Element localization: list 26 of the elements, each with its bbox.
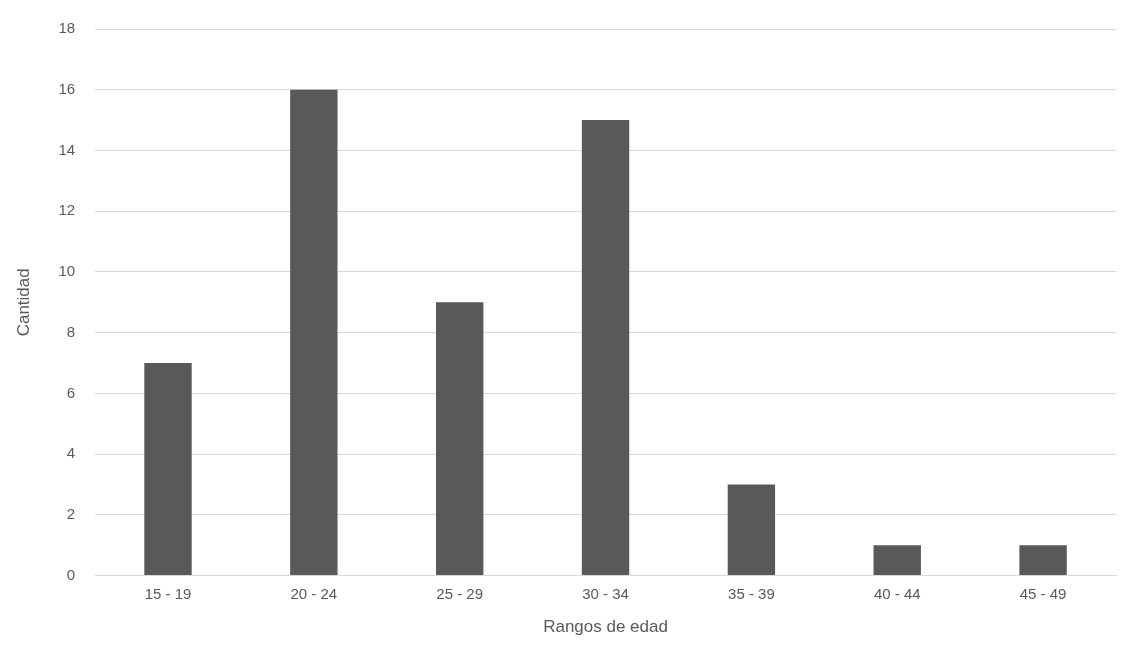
y-tick-label: 16 [58, 79, 76, 97]
x-tick-label: 25 - 29 [436, 584, 484, 602]
bar [727, 484, 776, 576]
x-tick-label: 40 - 44 [873, 584, 921, 602]
y-tick-label: 14 [58, 140, 76, 158]
x-axis-title: Rangos de edad [543, 617, 668, 637]
x-tick-label: 35 - 39 [728, 584, 775, 602]
x-tick-label: 15 - 19 [144, 584, 192, 602]
bar [873, 545, 921, 576]
y-tick-label: 2 [66, 505, 76, 523]
bar [436, 302, 484, 576]
y-tick-label: 0 [66, 565, 76, 583]
x-tick-label: 30 - 34 [582, 584, 629, 602]
y-tick-label: 8 [66, 322, 76, 340]
y-tick-label: 12 [58, 201, 76, 219]
y-tick-label: 6 [66, 383, 76, 401]
y-axis-title: Cantidad [13, 268, 33, 337]
y-tick-label: 10 [58, 262, 76, 280]
x-tick-label: 45 - 49 [1019, 584, 1067, 602]
bar [290, 89, 338, 576]
y-tick-label: 18 [58, 19, 76, 37]
bar [1019, 545, 1067, 576]
y-tick-label: 4 [66, 444, 76, 462]
bar [581, 120, 630, 576]
bar [144, 363, 192, 576]
x-tick-label: 20 - 24 [290, 584, 338, 602]
